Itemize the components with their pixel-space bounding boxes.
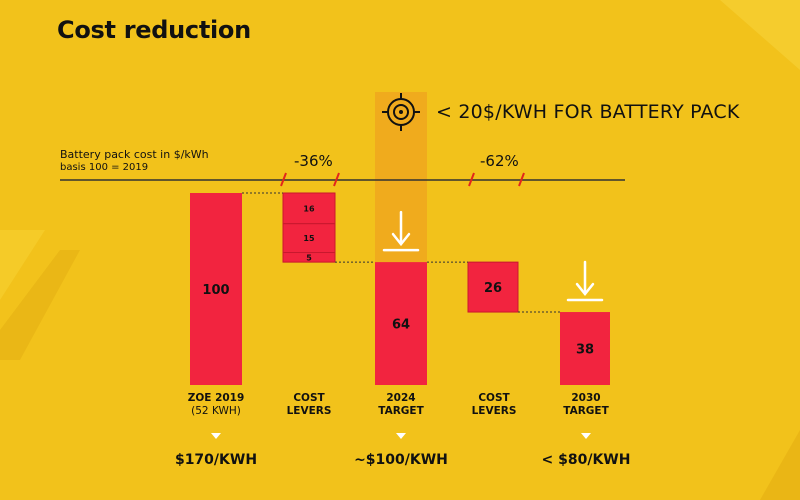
pointer-triangle-icon	[581, 433, 591, 439]
category-line: TARGET	[378, 405, 424, 417]
category-line: TARGET	[563, 405, 609, 417]
bar-3	[375, 262, 427, 385]
bar-value-label: 38	[576, 343, 594, 358]
decrease-segment	[467, 261, 519, 313]
segment-value-label: 5	[306, 253, 312, 262]
pointer-triangle-icon	[211, 433, 221, 439]
category-label-cost-levers-2: COST LEVERS	[434, 392, 554, 418]
price-label-2030: < $80/KWH	[541, 452, 631, 468]
price-label-2024: ~$100/KWH	[354, 452, 448, 468]
target-note: < 20$/KWH FOR BATTERY PACK	[436, 101, 740, 123]
target-icon	[382, 93, 420, 131]
segment-value-label: 26	[484, 281, 502, 296]
category-line: (52 KWH)	[191, 405, 241, 417]
break-mark-1	[280, 172, 340, 187]
decrease-segment	[282, 223, 336, 254]
category-line: LEVERS	[286, 405, 332, 417]
down-arrow-icon	[382, 210, 420, 252]
bar-value-label: 100	[202, 283, 229, 298]
bar-1	[190, 193, 242, 385]
category-line: LEVERS	[471, 405, 517, 417]
price-label-2019: $170/KWH	[174, 452, 258, 468]
category-label-2030-target: 2030 TARGET	[526, 392, 646, 418]
down-arrow-icon	[566, 260, 604, 302]
bar-value-label: 64	[392, 318, 410, 333]
category-line: 2024	[386, 392, 416, 404]
basis-sub-label: basis 100 = 2019	[60, 162, 149, 173]
bar-5	[560, 312, 610, 385]
change-label-2: -62%	[480, 152, 519, 170]
segment-value-label: 16	[303, 204, 315, 213]
decrease-segment	[282, 192, 336, 225]
pointer-triangle-icon	[396, 433, 406, 439]
basis-label: Battery pack cost in $/kWh	[60, 148, 209, 161]
break-mark-2	[468, 172, 525, 187]
category-line: COST	[478, 392, 510, 404]
decrease-segment	[282, 252, 336, 263]
category-line: ZOE 2019	[187, 392, 245, 404]
change-label-1: -36%	[294, 152, 333, 170]
segment-value-label: 15	[303, 234, 315, 243]
category-label-cost-levers-1: COST LEVERS	[249, 392, 369, 418]
page-title: Cost reduction	[57, 16, 251, 44]
category-line: COST	[293, 392, 325, 404]
category-label-zoe-2019: ZOE 2019 (52 KWH)	[156, 392, 276, 418]
category-line: 2030	[571, 392, 601, 404]
category-label-2024-target: 2024 TARGET	[341, 392, 461, 418]
